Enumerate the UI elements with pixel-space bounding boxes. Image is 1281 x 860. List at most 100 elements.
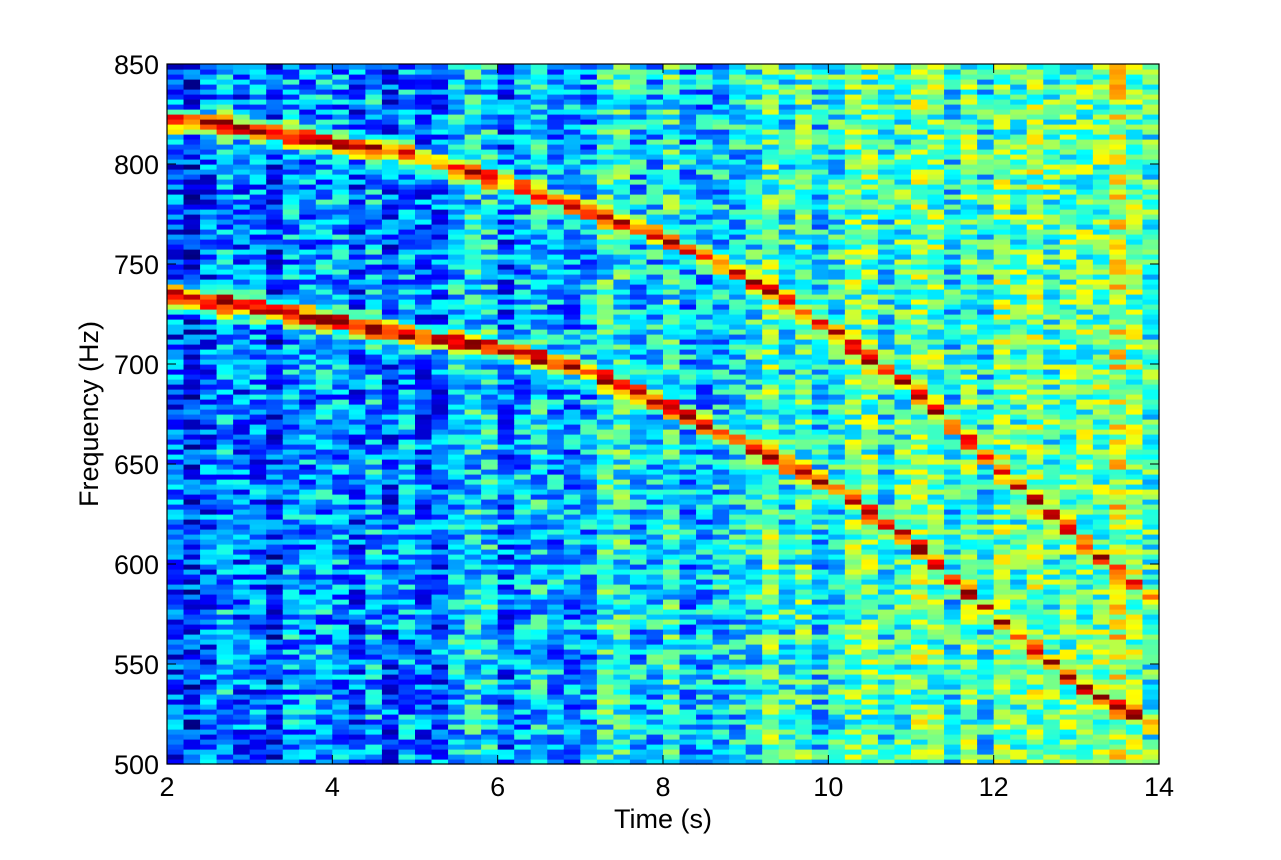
heatmap-cell — [282, 359, 300, 365]
heatmap-cell — [266, 679, 284, 685]
heatmap-cell — [266, 229, 284, 235]
heatmap-cell — [249, 379, 267, 385]
heatmap-cell — [547, 574, 565, 580]
heatmap-cell — [299, 124, 317, 130]
heatmap-cell — [431, 249, 449, 255]
heatmap-cell — [249, 264, 267, 270]
heatmap-cell — [497, 674, 515, 680]
heatmap-cell — [299, 249, 317, 255]
heatmap-cell — [200, 279, 218, 285]
heatmap-cell — [745, 564, 763, 570]
heatmap-cell — [497, 594, 515, 600]
heatmap-cell — [398, 714, 416, 720]
heatmap-cell — [365, 254, 383, 260]
heatmap-cell — [696, 339, 714, 345]
heatmap-cell — [299, 709, 317, 715]
heatmap-cell — [249, 254, 267, 260]
heatmap-cell — [266, 744, 284, 750]
heatmap-cell — [580, 669, 598, 675]
heatmap-cell — [183, 69, 201, 75]
heatmap-cell — [712, 604, 730, 610]
heatmap-cell — [299, 429, 317, 435]
heatmap-cell — [547, 339, 565, 345]
heatmap-cell — [216, 579, 234, 585]
heatmap-cell — [448, 694, 466, 700]
heatmap-cell — [481, 379, 499, 385]
heatmap-cell — [613, 694, 631, 700]
heatmap-cell — [431, 579, 449, 585]
heatmap-cell — [696, 369, 714, 375]
heatmap-cell — [629, 429, 648, 435]
heatmap-cell — [233, 94, 251, 100]
heatmap-cell — [745, 394, 763, 400]
heatmap-cell — [431, 409, 449, 415]
heatmap-cell — [679, 359, 697, 365]
heatmap-cell — [249, 184, 267, 190]
heatmap-cell — [431, 624, 449, 630]
heatmap-cell — [679, 344, 697, 350]
heatmap-cell — [249, 574, 267, 580]
heatmap-cell — [514, 614, 532, 620]
heatmap-cell — [663, 279, 681, 285]
heatmap-cell — [729, 434, 747, 440]
heatmap-cell — [216, 379, 234, 385]
heatmap-cell — [183, 204, 201, 210]
heatmap-cell — [464, 534, 482, 540]
heatmap-cell — [332, 344, 350, 350]
heatmap-cell — [497, 379, 515, 385]
heatmap-cell — [282, 129, 300, 135]
heatmap-cell — [365, 289, 383, 295]
heatmap-cell — [613, 289, 631, 295]
heatmap-cell — [481, 549, 499, 555]
heatmap-cell — [381, 269, 400, 275]
heatmap-cell — [365, 434, 383, 440]
heatmap-cell — [745, 759, 763, 765]
heatmap-cell — [183, 579, 201, 585]
heatmap-cell — [547, 194, 565, 200]
heatmap-cell — [299, 334, 317, 340]
heatmap-cell — [448, 94, 466, 100]
heatmap-cell — [530, 244, 548, 250]
heatmap-cell — [282, 119, 300, 125]
heatmap-cell — [200, 714, 218, 720]
heatmap-cell — [663, 704, 681, 710]
heatmap-cell — [646, 269, 664, 275]
heatmap-cell — [481, 304, 499, 310]
heatmap-cell — [249, 249, 267, 255]
heatmap-cell — [183, 679, 201, 685]
heatmap-cell — [514, 119, 532, 125]
heatmap-cell — [596, 309, 614, 315]
heatmap-cell — [348, 119, 366, 125]
heatmap-cell — [299, 274, 317, 280]
heatmap-cell — [547, 519, 565, 525]
heatmap-cell — [629, 364, 648, 370]
heatmap-cell — [663, 604, 681, 610]
heatmap-cell — [530, 134, 548, 140]
heatmap-cell — [431, 699, 449, 705]
heatmap-cell — [547, 224, 565, 230]
heatmap-cell — [514, 549, 532, 555]
heatmap-cell — [547, 214, 565, 220]
heatmap-cell — [398, 594, 416, 600]
heatmap-cell — [464, 429, 482, 435]
heatmap-cell — [530, 649, 548, 655]
heatmap-cell — [563, 539, 581, 545]
heatmap-cell — [315, 139, 333, 145]
heatmap-cell — [233, 379, 251, 385]
heatmap-cell — [431, 144, 449, 150]
heatmap-cell — [596, 69, 614, 75]
heatmap-cell — [729, 394, 747, 400]
heatmap-cell — [431, 299, 449, 305]
heatmap-cell — [464, 714, 482, 720]
heatmap-cell — [332, 134, 350, 140]
heatmap-cell — [712, 649, 730, 655]
heatmap-cell — [415, 694, 433, 700]
heatmap-cell — [431, 189, 449, 195]
heatmap-cell — [729, 204, 747, 210]
heatmap-cell — [580, 279, 598, 285]
heatmap-cell — [282, 579, 300, 585]
heatmap-cell — [663, 244, 681, 250]
heatmap-cell — [547, 684, 565, 690]
heatmap-cell — [646, 309, 664, 315]
heatmap-cell — [299, 534, 317, 540]
